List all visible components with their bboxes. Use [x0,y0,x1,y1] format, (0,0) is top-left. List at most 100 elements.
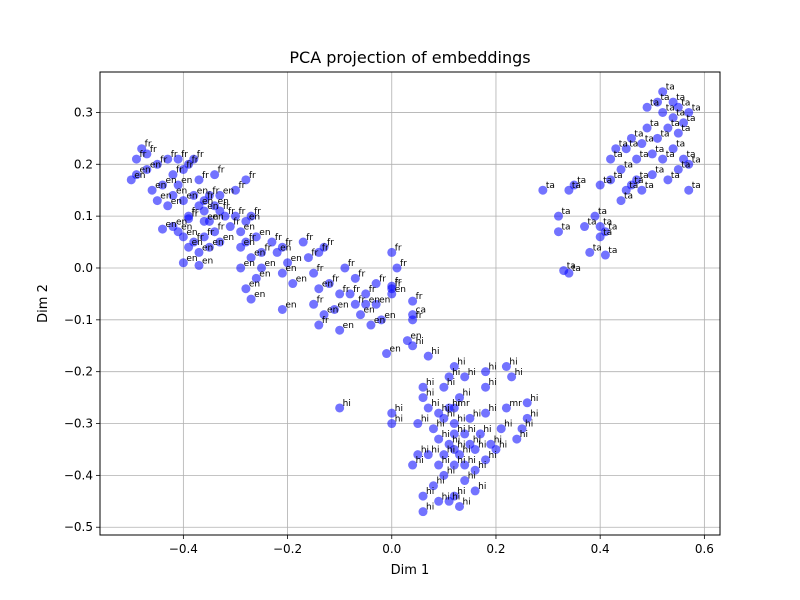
data-point-label: fr [207,228,214,238]
data-point-label: hi [499,440,507,450]
data-point-label: en [166,176,177,186]
data-point-label: en [176,218,187,228]
data-point-label: en [410,332,421,342]
data-point-label: hi [442,430,450,440]
data-point-label: fr [322,316,329,326]
data-point-label: en [285,300,296,310]
data-point-label: hi [457,456,465,466]
data-point [277,304,287,314]
data-point-label: ta [692,155,701,165]
data-point [663,175,673,185]
data-point [178,196,188,206]
data-point [418,491,428,501]
data-point-label: hi [530,409,538,419]
data-point [194,260,204,270]
data-point-label: fr [223,202,230,212]
data-point [637,185,647,195]
data-point-label: ta [676,93,685,103]
data-point-label: en [390,345,401,355]
data-point-label: fr [202,171,209,181]
data-point-label: en [327,306,338,316]
data-point [267,237,277,247]
data-point-label: hi [447,378,455,388]
data-point [684,159,694,169]
data-point-label: fr [395,243,402,253]
data-point-label: fr [416,292,423,302]
data-point-label: ta [624,192,633,202]
data-point-label: fr [254,207,261,217]
data-point-label: ta [681,160,690,170]
data-point [131,170,141,180]
data-point [413,450,423,460]
data-point-label: ta [681,124,690,134]
y-tick-label: −0.2 [64,365,93,379]
data-point [475,429,485,439]
data-point-label: en [249,212,260,222]
data-point [517,424,527,434]
data-point-label: ta [619,140,628,150]
chart-title: PCA projection of embeddings [289,48,530,67]
data-point-label: en [254,290,265,300]
data-point-label: hi [525,420,533,430]
data-point-label: hi [416,456,424,466]
data-point [408,460,418,470]
data-point-label: hi [473,435,481,445]
data-point [241,175,251,185]
data-point [423,403,433,413]
data-point [673,102,683,112]
data-point-label: ta [546,181,555,191]
data-point [512,434,522,444]
data-point [632,175,642,185]
data-point-label: ta [634,129,643,139]
data-point-label: fr [171,150,178,160]
data-point-label: hi [447,446,455,456]
data-point-label: ta [624,160,633,170]
data-point-label: ta [671,171,680,181]
data-point-label: hi [468,368,476,378]
data-point [626,133,636,143]
data-point-label: hi [489,378,497,388]
data-point-label: en [395,285,406,295]
data-point-label: en [186,192,197,202]
data-point-label: ta [687,114,696,124]
data-point-label: hi [489,363,497,373]
data-point-label: hi [468,456,476,466]
data-point-label: en [379,295,390,305]
data-point-label: ta [629,181,638,191]
data-point [428,424,438,434]
data-point [361,289,371,299]
data-point-label: ta [614,171,623,181]
data-point [335,403,345,413]
data-point [434,496,444,506]
x-axis-label: Dim 1 [391,563,430,578]
data-point-label: fr [317,264,324,274]
grid [100,72,720,535]
data-point-label: en [181,176,192,186]
data-point [684,185,694,195]
data-point [366,320,376,330]
y-tick-label: −0.4 [64,468,93,482]
data-point [439,450,449,460]
y-tick-label: −0.5 [64,520,93,534]
data-point [642,102,652,112]
data-point-label: hi [452,399,460,409]
data-point-label: ta [671,119,680,129]
data-point [679,118,689,128]
data-point [652,133,662,143]
data-point [460,476,470,486]
data-point-label: fr [306,233,313,243]
data-point-label: en [280,243,291,253]
data-point [163,201,173,211]
data-point [215,190,225,200]
data-point [522,413,532,423]
data-point [481,367,491,377]
data-point-label: en [186,228,197,238]
data-point [522,398,532,408]
data-point-label: en [139,166,150,176]
data-point [168,170,178,180]
data-point-label: hi [457,357,465,367]
axis-ticks: −0.4 −0.2 0.0 0.2 0.4 0.6 −0.5 −0.4 −0.3 −0.2 −0.1… [64,105,714,556]
data-point-label: ta [608,223,617,233]
data-point [444,372,454,382]
